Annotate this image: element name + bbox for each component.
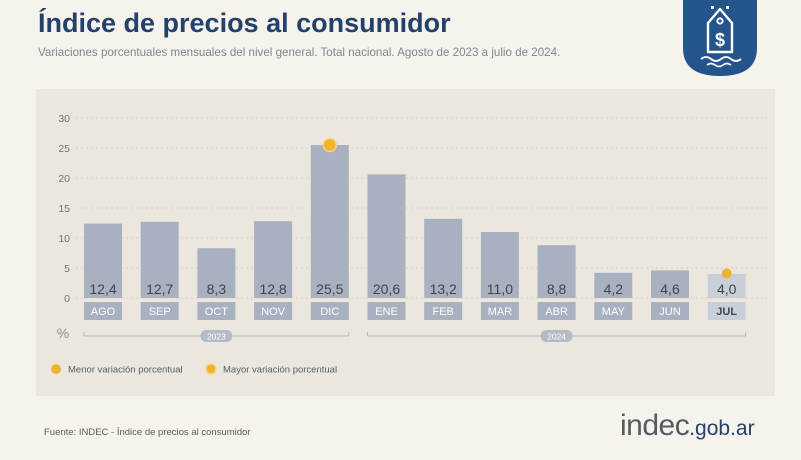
bar-value-label: 4,6 <box>660 281 680 297</box>
bar-value-label: 12,8 <box>259 281 286 297</box>
y-tick-label: 30 <box>58 113 70 125</box>
logo-suffix: .gob.ar <box>689 417 755 440</box>
category-box <box>537 302 576 320</box>
category-label: MAY <box>602 306 626 318</box>
category-box <box>424 302 463 320</box>
category-box <box>480 302 519 320</box>
category-label: ABR <box>545 306 568 318</box>
bar-value-label: 8,3 <box>207 281 227 297</box>
page-title: Índice de precios al consumidor <box>38 8 451 38</box>
bar-value-label: 13,2 <box>430 281 457 297</box>
category-label: AGO <box>91 306 116 318</box>
price-tag-dollar-icon: $ <box>683 0 757 76</box>
bar-ene <box>367 174 406 298</box>
bar-value-label: 8,8 <box>547 281 567 297</box>
logo-main: indec <box>620 409 690 442</box>
y-tick-label: 25 <box>58 143 70 155</box>
page-subtitle: Variaciones porcentuales mensuales del n… <box>38 46 561 59</box>
category-box <box>84 302 122 320</box>
category-box <box>140 302 179 320</box>
bar-dic <box>310 145 349 298</box>
marker-max-dic <box>322 137 338 153</box>
bar-jun <box>651 270 689 298</box>
category-box <box>310 302 349 320</box>
category-box <box>594 302 633 320</box>
bar-value-label: 11,0 <box>487 281 513 297</box>
category-label: OCT <box>205 306 229 318</box>
source-note: Fuente: INDEC - Índice de precios al con… <box>44 427 251 438</box>
bar-feb <box>424 218 463 298</box>
year-pill <box>200 330 233 342</box>
year-label: 2023 <box>207 332 226 342</box>
year-label: 2024 <box>547 332 566 342</box>
bar-value-label: 4,0 <box>717 281 737 297</box>
bar-value-label: 20,6 <box>373 281 400 297</box>
category-label: ENE <box>375 306 398 318</box>
bar-may <box>594 272 633 298</box>
bar-oct <box>197 248 236 298</box>
category-box <box>367 302 406 320</box>
bar-nov <box>254 221 293 298</box>
bar-value-label: 25,5 <box>316 281 343 297</box>
year-pill <box>540 330 573 342</box>
y-tick-label: 10 <box>58 233 70 245</box>
category-label: JUN <box>659 306 680 318</box>
category-label: MAR <box>488 306 513 318</box>
legend-marker-max <box>205 363 217 375</box>
y-tick-label: 5 <box>64 263 70 275</box>
chart-panel: 0 5 10 15 20 25 30% 12,4 AGO 12,7 SEP 8,3 OCT 12,8 NOV… <box>36 89 775 396</box>
bar-value-label: 12,4 <box>89 281 116 297</box>
category-label: FEB <box>432 306 453 318</box>
indec-logo: indec.gob.ar <box>620 409 755 443</box>
category-box <box>254 302 293 320</box>
legend-label-max: Mayor variación porcentual <box>223 365 337 376</box>
bar-abr <box>537 245 576 298</box>
y-axis-label: % <box>57 325 69 341</box>
svg-text:$: $ <box>715 30 725 50</box>
bar-value-label: 12,7 <box>146 281 173 297</box>
bar-value-label: 4,2 <box>604 281 624 297</box>
legend-marker-min <box>51 364 61 374</box>
category-box <box>651 302 689 320</box>
category-label: NOV <box>261 306 286 318</box>
category-label: SEP <box>149 306 171 318</box>
bar-mar <box>480 232 519 298</box>
category-box <box>707 302 746 320</box>
legend-label-min: Menor variación porcentual <box>68 365 183 376</box>
y-tick-label: 20 <box>58 173 70 185</box>
y-tick-label: 15 <box>58 203 70 215</box>
category-label: JUL <box>716 306 737 318</box>
bar-chart: 0 5 10 15 20 25 30% 12,4 AGO 12,7 SEP 8,3 OCT 12,8 NOV… <box>51 113 767 376</box>
bar-ago <box>84 223 122 298</box>
y-tick-label: 0 <box>64 293 70 305</box>
category-label: DIC <box>320 306 339 318</box>
marker-min-jul <box>721 268 732 279</box>
bar-sep <box>140 221 179 298</box>
category-box <box>197 302 236 320</box>
